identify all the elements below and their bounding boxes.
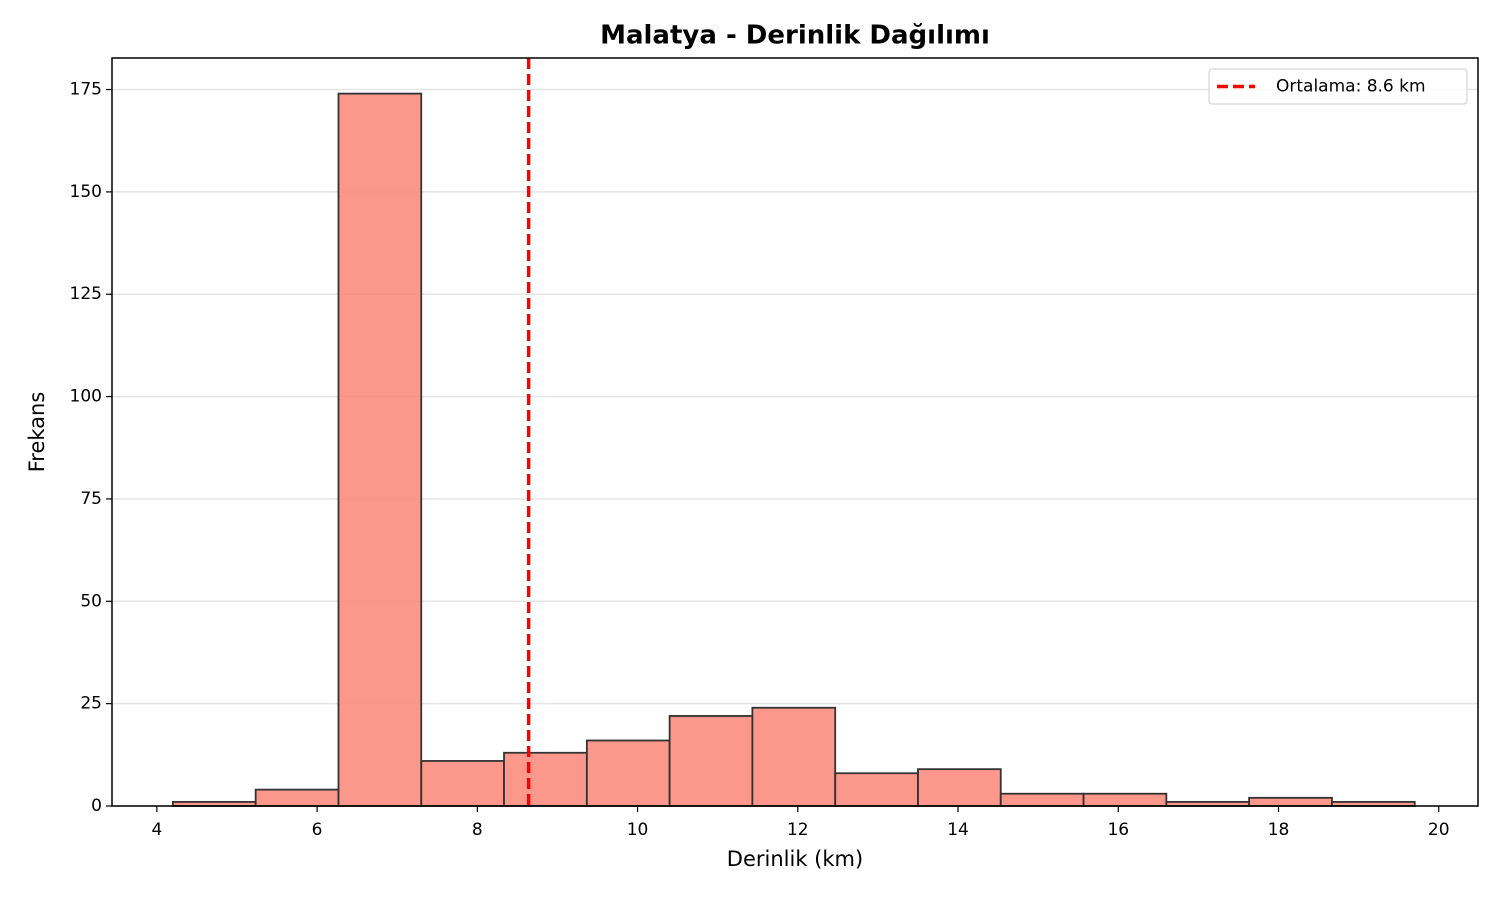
chart-title: Malatya - Derinlik Dağılımı (600, 21, 990, 51)
bar (834, 772, 919, 807)
x-tick-label: 12 (787, 820, 809, 840)
y-tick-label: 125 (70, 284, 102, 304)
x-tick-label: 10 (627, 820, 649, 840)
y-tick-label: 75 (80, 489, 102, 509)
bar (668, 715, 754, 807)
bar (1082, 792, 1168, 807)
y-tick-label: 25 (80, 694, 102, 714)
y-tick-label: 150 (70, 182, 102, 202)
plot-frame (111, 57, 1479, 807)
bar (999, 792, 1085, 807)
x-tick-label: 8 (472, 820, 483, 840)
x-tick-label: 18 (1268, 820, 1290, 840)
bar (1248, 796, 1333, 807)
legend-box (1208, 68, 1468, 105)
bar (503, 751, 588, 807)
bar (254, 788, 340, 807)
bar (751, 706, 837, 807)
bar (420, 760, 505, 807)
x-tick-label: 6 (312, 820, 323, 840)
x-tick-label: 14 (947, 820, 969, 840)
y-tick-label: 50 (80, 591, 102, 611)
x-axis-label: Derinlik (km) (727, 847, 863, 871)
y-tick-label: 0 (91, 796, 102, 816)
x-tick-label: 16 (1107, 820, 1129, 840)
bar (585, 739, 671, 807)
bar (337, 92, 423, 807)
x-tick-label: 4 (151, 820, 162, 840)
legend-label: Ortalama: 8.6 km (1276, 77, 1426, 97)
bar (917, 768, 1002, 807)
y-tick-label: 175 (70, 80, 102, 100)
y-tick-label: 100 (70, 387, 102, 407)
x-tick-label: 20 (1428, 820, 1450, 840)
y-axis-label: Frekans (25, 392, 49, 473)
